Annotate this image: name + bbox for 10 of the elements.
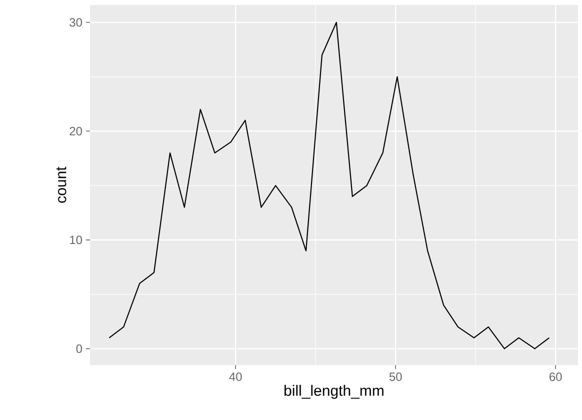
y-tick-label: 0: [76, 344, 82, 353]
x-tick-label: 40: [229, 372, 242, 382]
x-axis-title: bill_length_mm: [284, 384, 384, 399]
x-tick-label: 60: [550, 372, 562, 382]
x-tick-label: 50: [389, 372, 402, 382]
line-series: [108, 22, 550, 350]
y-tick-label: 10: [70, 236, 82, 244]
y-tick-label: 30: [70, 18, 82, 27]
y-tick-label: 20: [70, 126, 82, 136]
y-axis-title: count: [56, 166, 66, 203]
